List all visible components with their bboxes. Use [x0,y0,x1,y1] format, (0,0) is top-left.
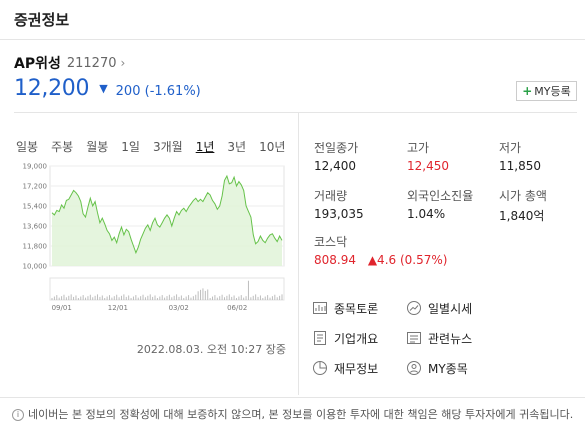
stat-label: 거래량 [314,189,348,203]
document-icon [312,330,334,346]
stat-item: 고가 12,450 [407,139,497,173]
divider [14,112,577,113]
period-tab[interactable]: 일봉 [16,140,39,154]
down-arrow-icon: ▼ [99,82,108,95]
timestamp: 2022.08.03. 오전 10:27 장중 [136,343,286,356]
stat-label: 시가 총액 [499,189,547,203]
period-tab[interactable]: 10년 [259,140,286,154]
price-row: 12,200 ▼ 200 (-1.61%) [14,76,201,104]
info-icon: i [12,409,24,421]
chart-y-tick-label: 13,600 [23,223,48,231]
trend-circle-icon [406,300,428,316]
chart-y-tick-label: 19,000 [23,163,48,171]
section-title: 증권정보 [14,11,70,29]
stat-label: 외국인소진율 [407,189,474,203]
chart-x-tick-label: 06/02 [227,304,247,312]
stat-value: 193,035 [314,207,364,221]
price-change-percent: (-1.61%) [144,84,201,99]
period-tab[interactable]: 3년 [227,140,247,154]
price-change: 200 (-1.61%) [116,84,201,99]
kosdaq-value: 808.94 [314,253,356,267]
link-pie-chart[interactable]: 재무정보 [312,359,378,377]
stat-label: 전일종가 [314,141,359,155]
chart-y-tick-label: 15,400 [23,203,48,211]
chart-y-tick-label: 11,800 [23,243,48,251]
plus-icon: + [522,84,533,98]
link-chart-board[interactable]: 종목토론 [312,299,378,317]
chart-area [52,176,282,266]
chart-x-tick-label: 09/01 [52,304,72,312]
current-price: 12,200 [14,76,90,101]
stat-item: 시가 총액 1,840억 [499,187,585,224]
stock-name-link[interactable]: AP위성 211270 › [14,54,126,73]
link-label: 일별시세 [428,301,473,316]
stat-value: 12,400 [314,159,356,173]
period-tab[interactable]: 1년 [195,140,215,154]
chevron-right-icon[interactable]: › [120,56,126,70]
stat-value: 11,850 [499,159,541,173]
stat-value: 1.04% [407,207,446,221]
my-register-label: MY등록 [534,85,571,98]
link-user[interactable]: MY종목 [406,359,468,377]
period-tab[interactable]: 월봉 [86,140,109,154]
stat-item: 거래량 193,035 [314,187,404,221]
period-tab[interactable]: 1일 [121,140,140,154]
stat-label: 저가 [499,141,522,155]
user-icon [406,360,428,376]
link-label: MY종목 [428,361,468,376]
period-tabs: 일봉 주봉 월봉 1일 3개월 1년 3년 10년 [16,138,298,155]
stat-item: 외국인소진율 1.04% [407,187,497,221]
price-change-amount: 200 [115,84,141,99]
stat-item: 저가 11,850 [499,139,585,173]
link-trend-circle[interactable]: 일별시세 [406,299,472,317]
link-label: 관련뉴스 [428,331,473,346]
stock-name[interactable]: AP위성 [14,56,61,72]
news-icon [406,330,428,346]
chart-x-tick-label: 03/02 [169,304,189,312]
kosdaq-change: ▲4.6 (0.57%) [367,253,448,267]
link-document[interactable]: 기업개요 [312,329,378,347]
link-news[interactable]: 관련뉴스 [406,329,472,347]
disclaimer-text: 네이버는 본 정보의 정확성에 대해 보증하지 않으며, 본 정보를 이용한 투… [28,408,574,421]
disclaimer: i 네이버는 본 정보의 정확성에 대해 보증하지 않으며, 본 정보를 이용한… [0,397,585,422]
kosdaq-index: 코스닥 808.94 ▲4.6 (0.57%) [314,233,447,267]
kosdaq-label: 코스닥 [314,235,348,249]
stat-item: 전일종가 12,400 [314,139,404,173]
period-tab[interactable]: 주봉 [51,140,74,154]
header: 증권정보 [0,0,585,40]
stat-value: 1,840억 [499,209,545,223]
price-chart[interactable]: 19,000 17,200 15,400 13,600 11,800 10,000 09/0… [14,160,286,316]
link-label: 재무정보 [334,361,379,376]
pie-chart-icon [312,360,334,376]
divider [298,113,299,395]
my-register-button[interactable]: + MY등록 [516,81,577,101]
chart-y-tick-label: 10,000 [23,263,48,271]
link-label: 종목토론 [334,301,379,316]
stock-code[interactable]: 211270 [66,55,117,71]
stat-value: 12,450 [407,159,449,173]
chart-y-tick-label: 17,200 [23,183,48,191]
chart-line [51,174,283,255]
chart-x-tick-label: 12/01 [108,304,128,312]
chart-board-icon [312,300,334,316]
link-label: 기업개요 [334,331,379,346]
period-tab[interactable]: 3개월 [152,140,183,154]
stat-label: 고가 [407,141,430,155]
